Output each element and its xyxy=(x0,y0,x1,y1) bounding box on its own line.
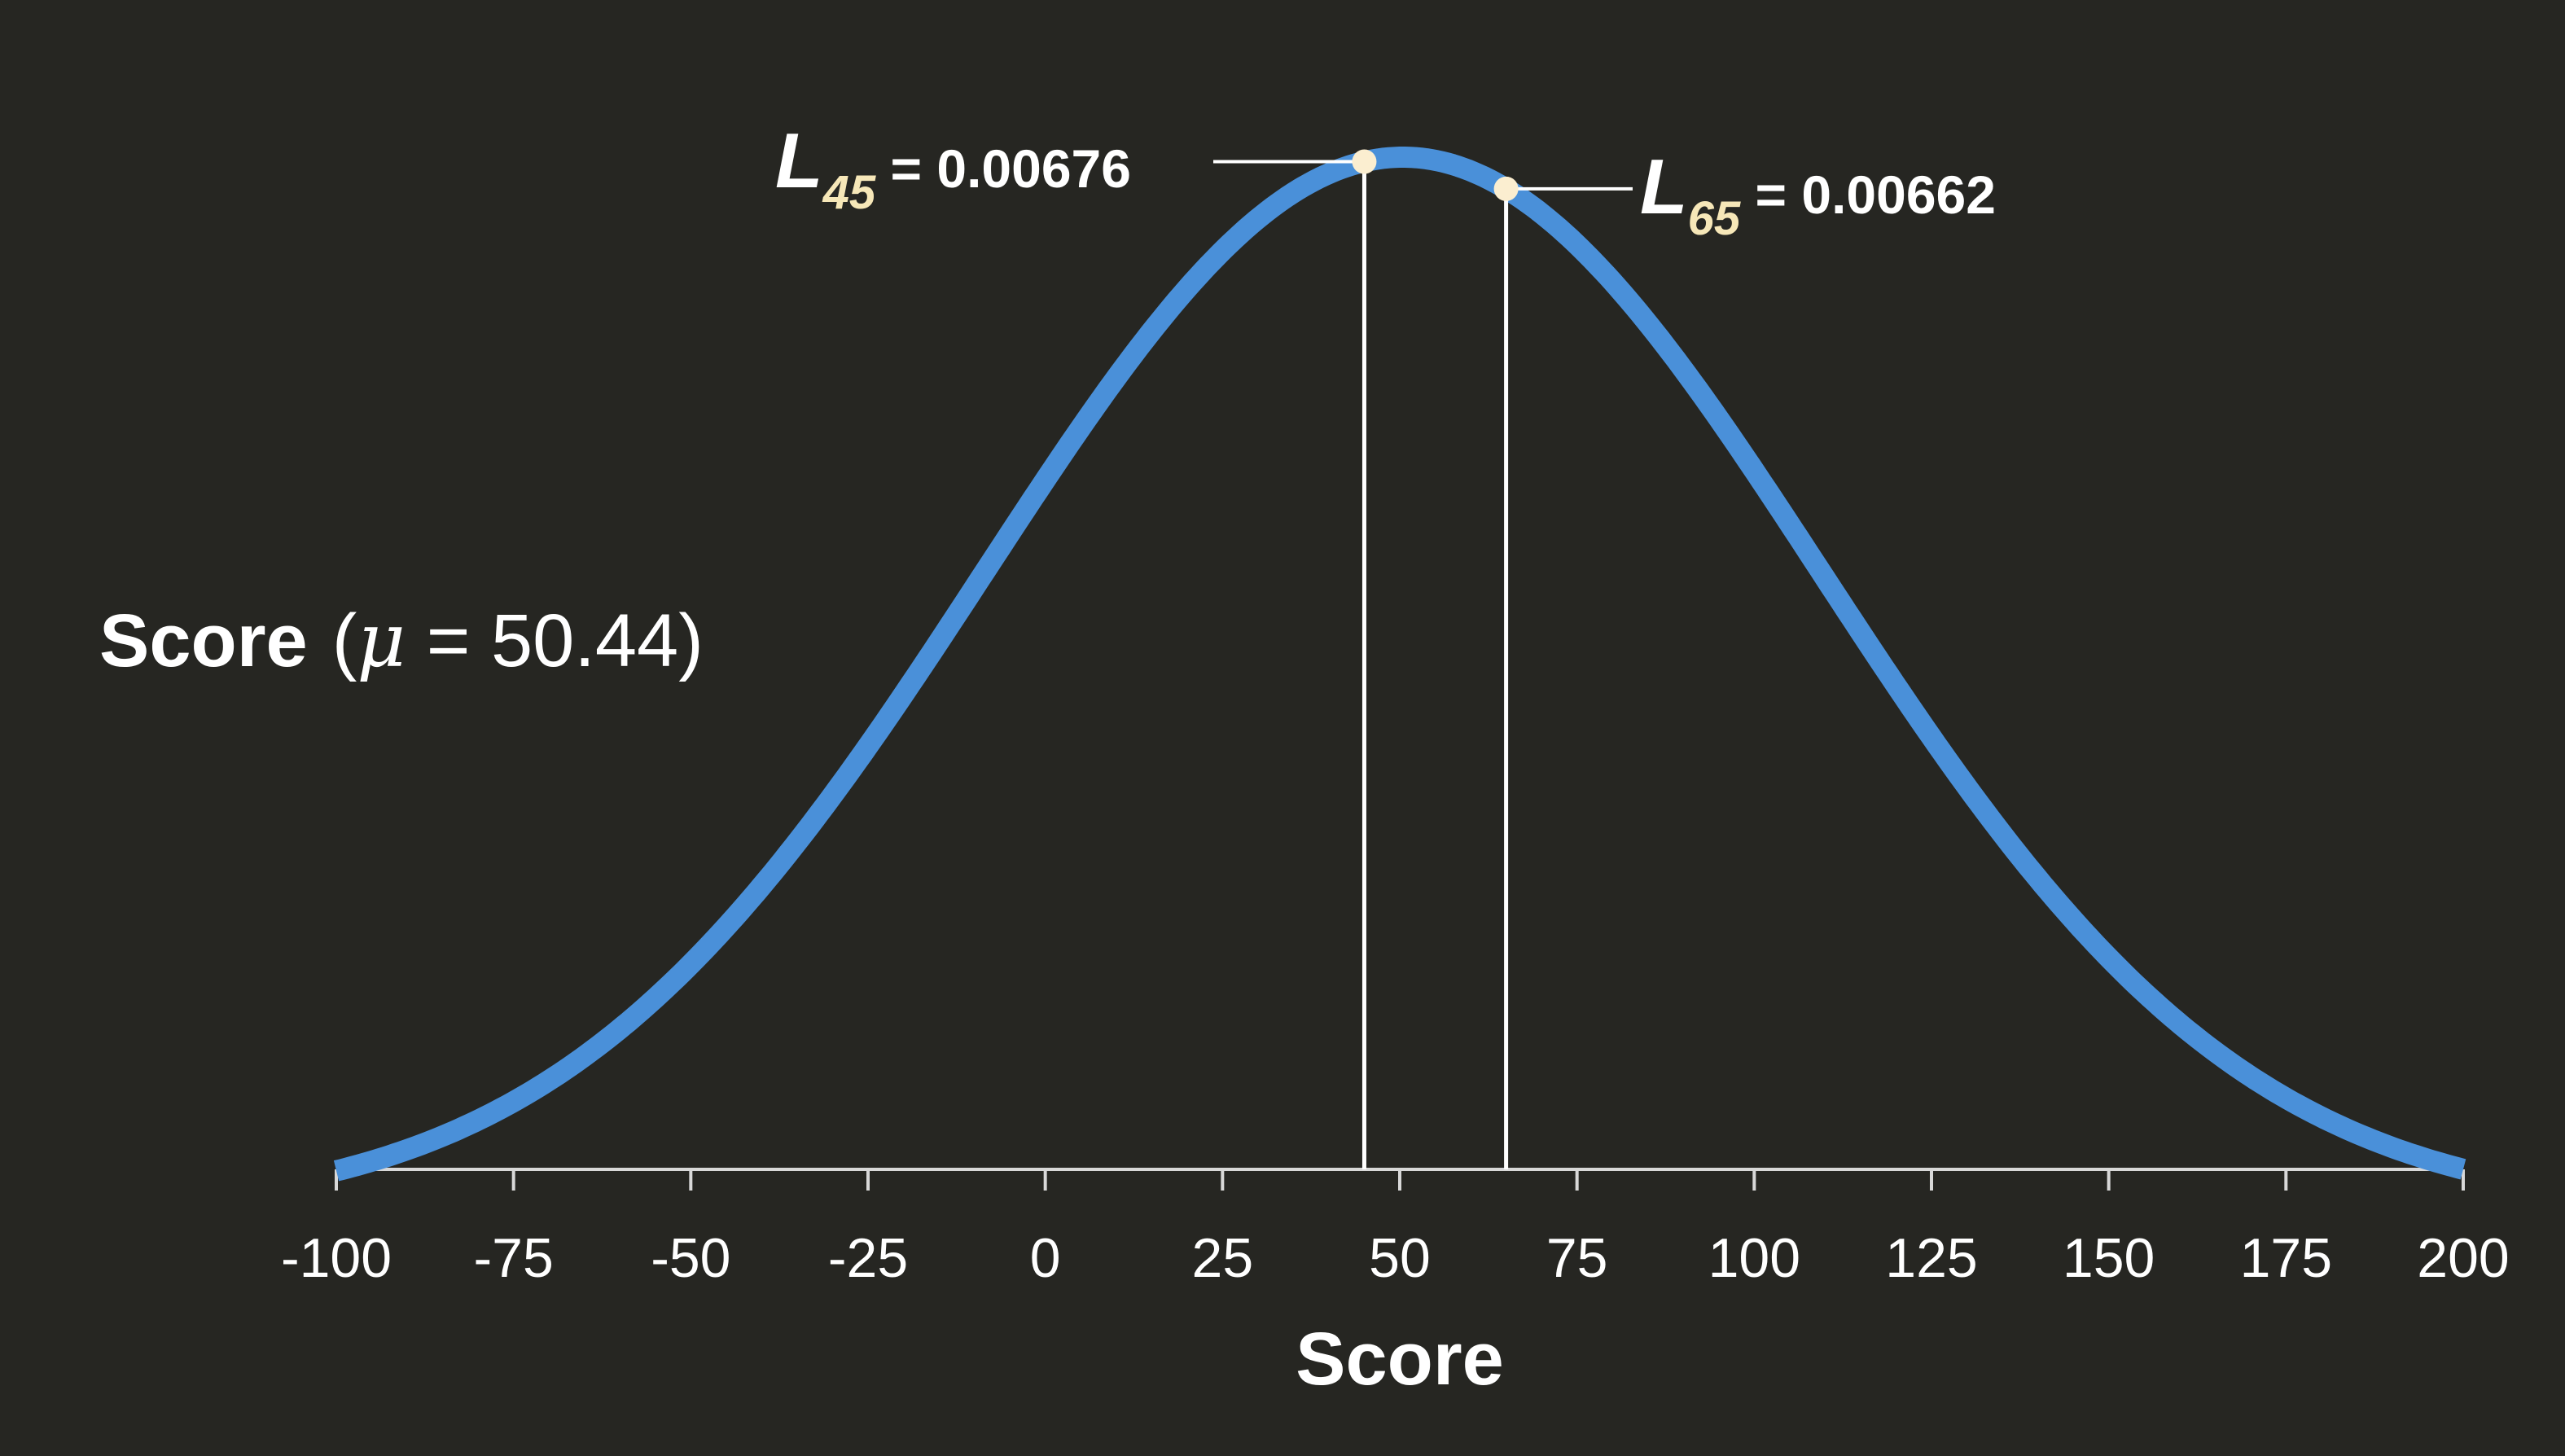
annotation-value-45: = 0.00676 xyxy=(875,138,1131,199)
likelihood-point-65 xyxy=(1493,176,1519,201)
x-axis-ticks xyxy=(335,1169,2465,1191)
score-mean-label-close: ) xyxy=(678,599,704,682)
score-mean-label-mu: μ xyxy=(357,597,406,684)
x-tick-label: -75 xyxy=(474,1227,554,1289)
annotation-label-65: L65 = 0.00662 xyxy=(1640,143,1996,245)
x-tick-label: 50 xyxy=(1369,1227,1431,1289)
x-tick-label: 75 xyxy=(1546,1227,1608,1289)
x-tick-label: 0 xyxy=(1030,1227,1061,1289)
annotation-subscript-45: 45 xyxy=(822,166,876,219)
x-axis-title: Score xyxy=(1296,1318,1504,1401)
x-tick-label: 125 xyxy=(1885,1227,1977,1289)
x-tick-label: -25 xyxy=(828,1227,908,1289)
annotation-value-65: = 0.00662 xyxy=(1740,164,1996,225)
x-tick-label: 25 xyxy=(1192,1227,1254,1289)
x-tick-label: 150 xyxy=(2063,1227,2155,1289)
x-tick-label: 175 xyxy=(2240,1227,2332,1289)
score-mean-label-rest: = 50.44 xyxy=(406,599,678,682)
normal-curve-line xyxy=(331,147,2469,1182)
x-tick-label: 100 xyxy=(1708,1227,1800,1289)
score-mean-label-bold: Score xyxy=(99,599,308,682)
score-mean-label-open: ( xyxy=(332,599,357,682)
annotation-subscript-65: 65 xyxy=(1688,192,1741,245)
annotation-letter-45: L xyxy=(775,117,823,204)
x-tick-label: 200 xyxy=(2417,1227,2509,1289)
likelihood-annotations: L45 = 0.00676 L65 = 0.00662 xyxy=(775,117,1996,1169)
annotation-letter-65: L xyxy=(1640,143,1688,230)
score-mean-label: Score (μ = 50.44) xyxy=(99,597,704,684)
likelihood-point-45 xyxy=(1352,149,1377,174)
x-axis-tick-labels: -100 -75 -50 -25 0 25 50 75 100 125 150 175 200 xyxy=(281,1227,2510,1289)
x-tick-label: -50 xyxy=(651,1227,730,1289)
x-tick-label: -100 xyxy=(281,1227,392,1289)
annotation-label-45: L45 = 0.00676 xyxy=(775,117,1131,219)
